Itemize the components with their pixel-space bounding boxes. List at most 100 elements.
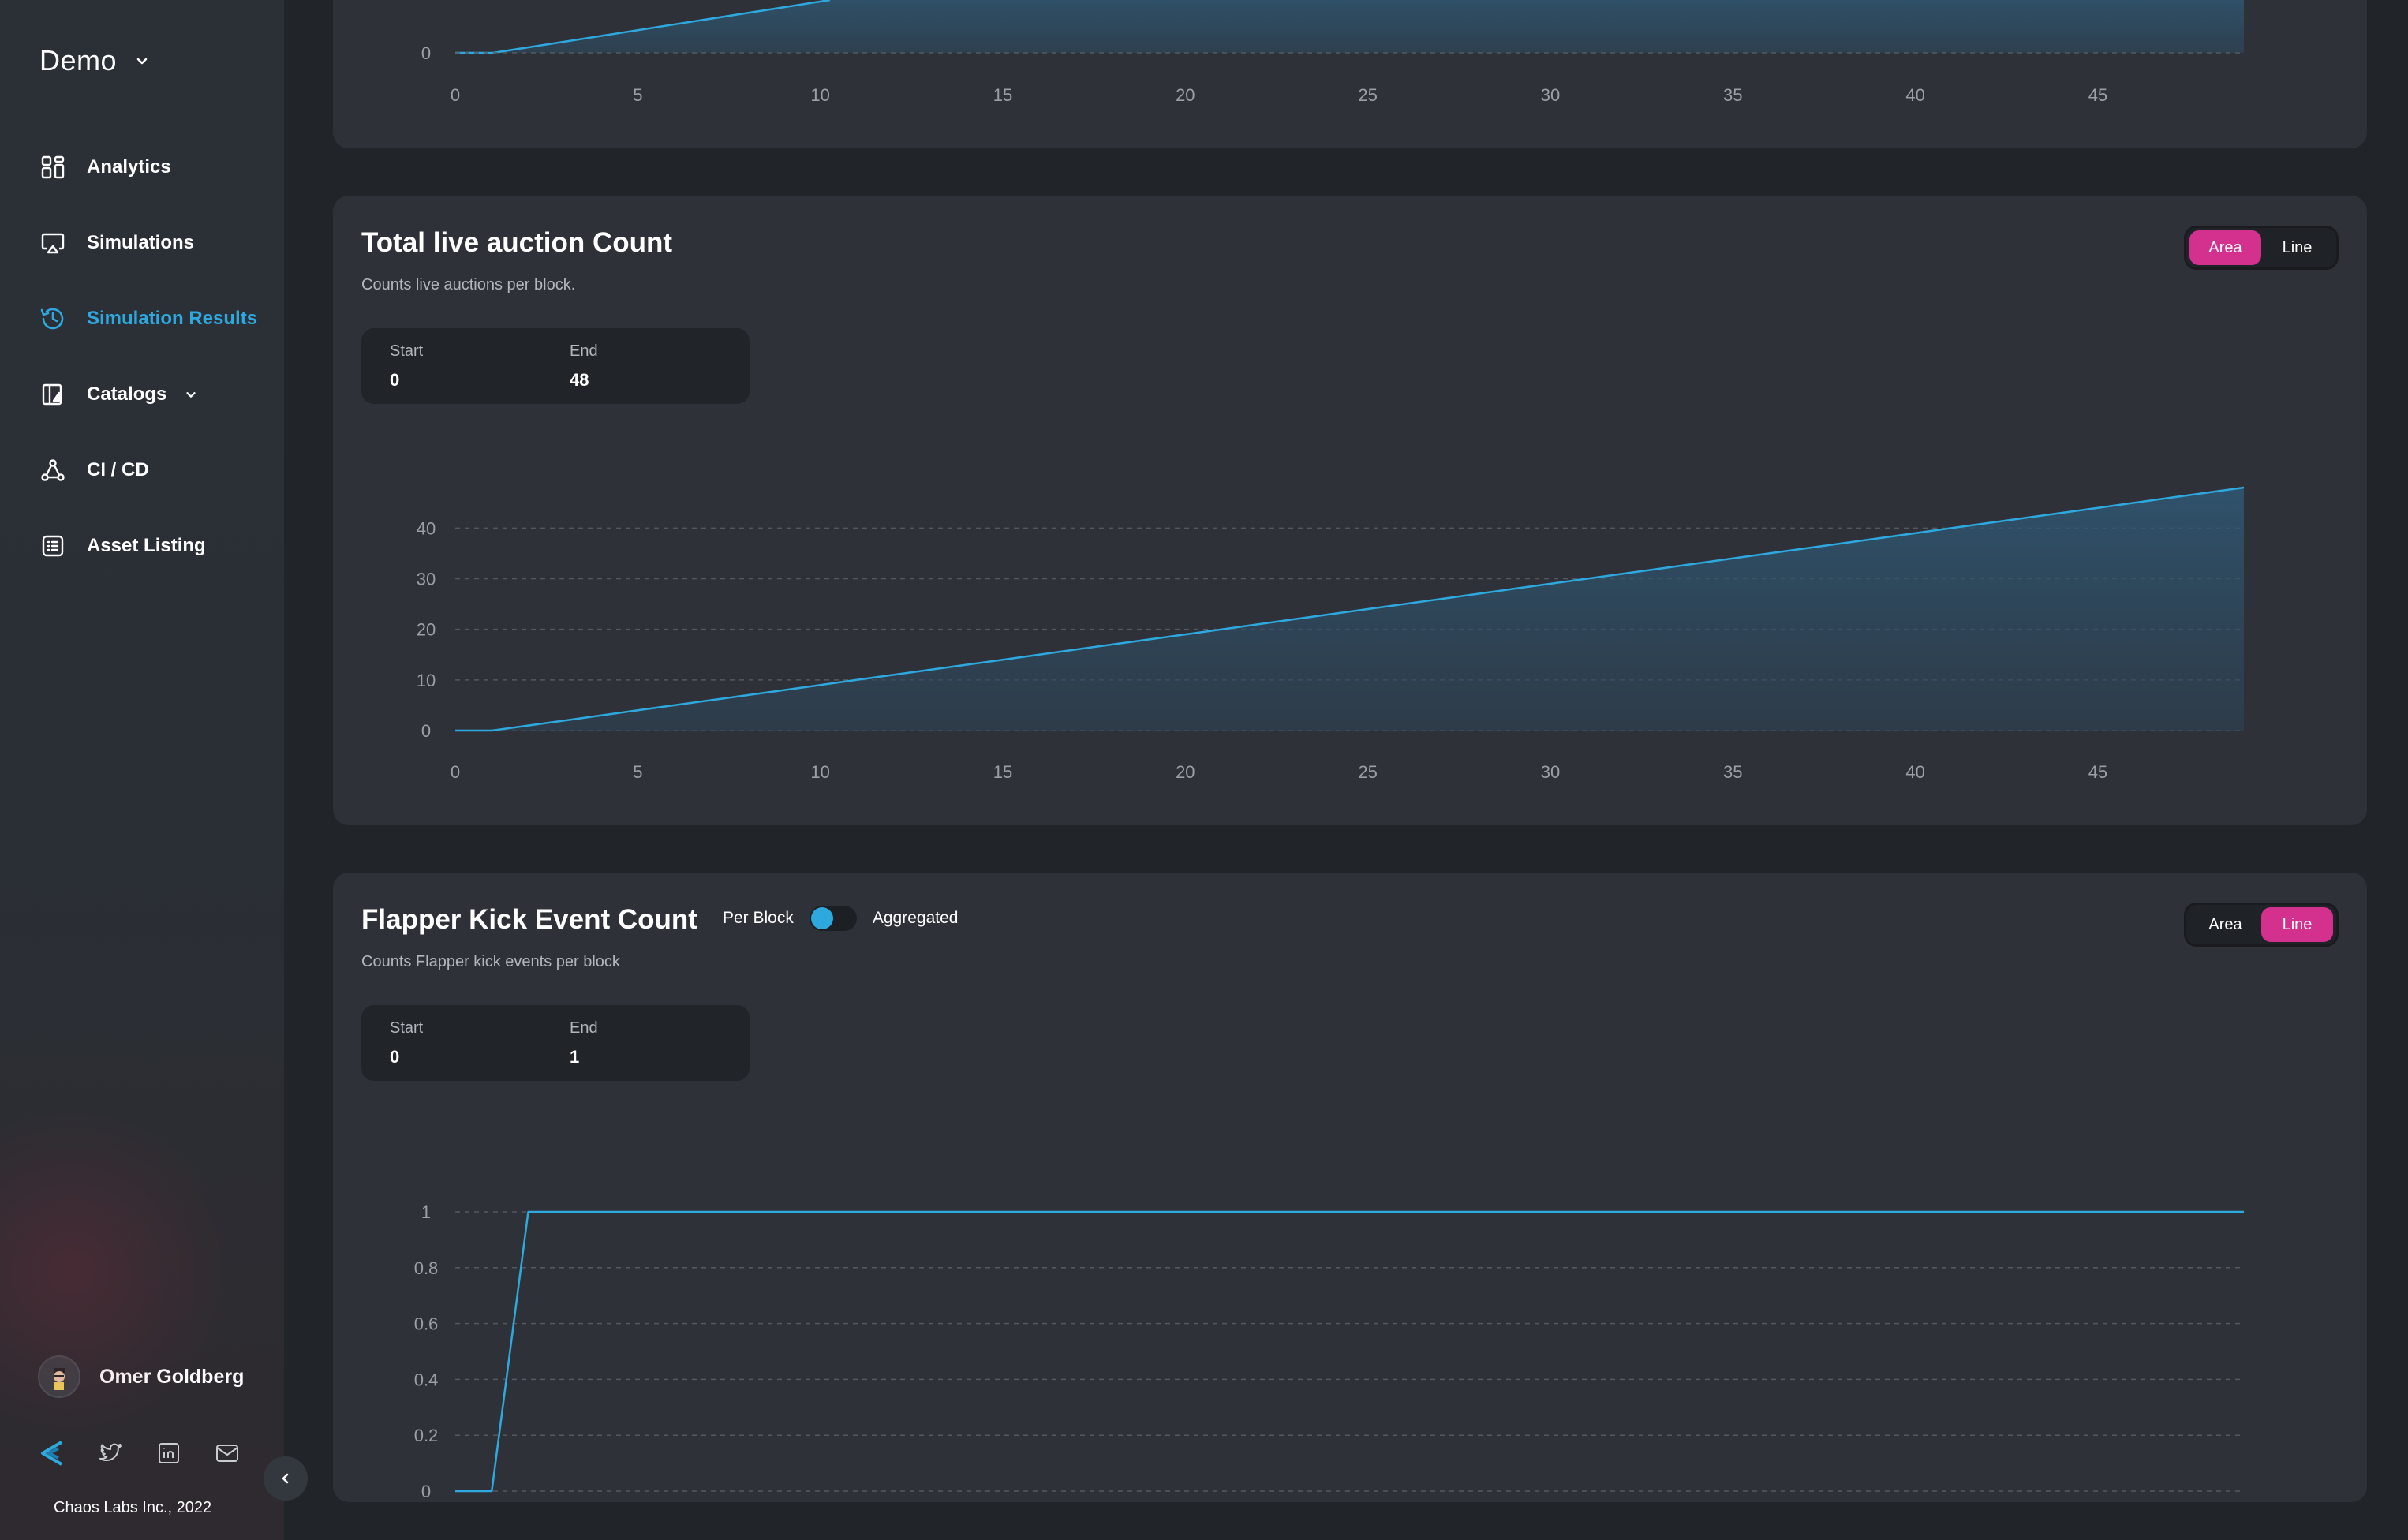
list-table-icon: [39, 533, 66, 559]
sidebar-item-asset-listing[interactable]: Asset Listing: [39, 527, 276, 565]
range-summary: Start 0 End 1: [361, 1005, 750, 1081]
sidebar-item-label: Analytics: [87, 156, 171, 178]
x-tick-label: 30: [1541, 85, 1560, 105]
switch-knob: [810, 907, 833, 929]
partial-area-fill: [455, 0, 2244, 53]
mail-icon[interactable]: [213, 1439, 241, 1467]
sidebar-item-label: Simulation Results: [87, 308, 258, 329]
x-tick-label: 30: [1541, 762, 1560, 782]
y-tick-label: 20: [417, 620, 436, 640]
aggregation-switch[interactable]: [809, 906, 857, 931]
chart-card-partial: 0 0 5 10 15 20 25 30 35 40 45: [333, 0, 2367, 148]
y-tick-label: 0: [421, 721, 431, 741]
y-tick-label: 1: [421, 1202, 431, 1222]
card-subtitle: Counts live auctions per block.: [361, 276, 576, 293]
avatar: [38, 1355, 80, 1398]
y-tick-label: 0: [421, 43, 431, 63]
sidebar: Demo Analytics Simulations Simulation Re…: [0, 0, 284, 1540]
sidebar-item-label: Asset Listing: [87, 535, 206, 556]
x-tick-label: 45: [2088, 762, 2107, 782]
live-auction-chart: 0 10 20 30 40 0 5 10 15 20 25 30 35 40 45: [417, 486, 2245, 782]
x-tick-label: 45: [2088, 85, 2107, 105]
screen-cast-icon: [39, 230, 66, 256]
series-area-fill: [455, 488, 2244, 731]
series-line: [455, 486, 2245, 732]
x-tick-label: 35: [1723, 85, 1742, 105]
sidebar-item-label: Catalogs: [87, 383, 167, 405]
copyright-text: Chaos Labs Inc., 2022: [54, 1499, 212, 1516]
x-tick-label: 40: [1905, 762, 1924, 782]
sidebar-item-ci-cd[interactable]: CI / CD: [39, 451, 276, 489]
chart-type-toggle: Area Line: [2184, 903, 2339, 947]
series-line: [455, 1210, 2244, 1493]
range-summary: Start 0 End 48: [361, 328, 750, 404]
chaos-labs-logo-icon[interactable]: [38, 1439, 66, 1467]
social-links: [38, 1439, 241, 1467]
y-tick-label: 0: [421, 1482, 431, 1497]
linkedin-icon[interactable]: [155, 1439, 183, 1467]
sidebar-item-simulations[interactable]: Simulations: [39, 224, 276, 262]
collapse-sidebar-button[interactable]: [264, 1456, 308, 1501]
card-title: Flapper Kick Event Count: [361, 904, 697, 935]
card-subtitle: Counts Flapper kick events per block: [361, 953, 620, 970]
chart-card-live-auction: Total live auction Count Counts live auc…: [333, 196, 2367, 825]
card-title: Total live auction Count: [361, 227, 673, 258]
x-tick-label: 35: [1723, 762, 1742, 782]
x-tick-label: 5: [633, 762, 642, 782]
user-profile[interactable]: Omer Goldberg: [38, 1355, 244, 1398]
sidebar-item-catalogs[interactable]: Catalogs: [39, 376, 276, 413]
history-icon: [39, 305, 66, 332]
aggregation-toggle: Per Block Aggregated: [723, 906, 958, 931]
range-end: End 1: [570, 1019, 598, 1067]
sidebar-item-label: CI / CD: [87, 459, 149, 480]
x-tick-label: 15: [993, 762, 1012, 782]
range-end-label: End: [570, 1019, 598, 1037]
y-tick-label: 30: [417, 570, 436, 589]
y-tick-label: 0.6: [414, 1314, 439, 1334]
area-toggle-button[interactable]: Area: [2208, 915, 2242, 933]
x-tick-label: 15: [993, 85, 1012, 105]
sidebar-item-analytics[interactable]: Analytics: [39, 148, 276, 186]
x-tick-label: 20: [1176, 762, 1195, 782]
range-start-label: Start: [390, 1019, 424, 1037]
twitter-icon[interactable]: [96, 1439, 125, 1467]
sidebar-nav: Analytics Simulations Simulation Results…: [39, 148, 276, 603]
x-tick-label: 0: [451, 85, 460, 105]
sidebar-item-label: Simulations: [87, 232, 195, 253]
range-start: Start 0: [390, 342, 423, 391]
x-tick-label: 5: [633, 85, 642, 105]
range-start-value: 0: [390, 1047, 400, 1067]
area-toggle-button[interactable]: Area: [2189, 230, 2261, 265]
sidebar-item-simulation-results[interactable]: Simulation Results: [39, 300, 276, 338]
per-block-label: Per Block: [723, 909, 794, 927]
x-tick-label: 40: [1905, 85, 1924, 105]
x-tick-label: 25: [1358, 85, 1377, 105]
y-tick-label: 10: [417, 671, 436, 690]
chart-type-toggle: Area Line: [2184, 226, 2339, 270]
y-tick-label: 0.4: [414, 1370, 439, 1389]
y-tick-label: 40: [417, 518, 436, 538]
workspace-switcher[interactable]: Demo: [39, 44, 150, 77]
catalog-book-icon: [39, 381, 66, 408]
x-tick-label: 10: [810, 762, 829, 782]
x-tick-label: 0: [451, 762, 460, 782]
y-tick-label: 0.8: [414, 1258, 439, 1278]
workspace-name: Demo: [39, 44, 118, 77]
user-name: Omer Goldberg: [99, 1365, 245, 1388]
range-end-value: 1: [570, 1047, 580, 1067]
chevron-down-icon: [136, 58, 148, 65]
x-tick-label: 20: [1176, 85, 1195, 105]
chevron-left-icon: [282, 1473, 289, 1484]
line-toggle-button[interactable]: Line: [2261, 907, 2333, 942]
range-start-label: Start: [390, 342, 424, 360]
range-end-value: 48: [570, 370, 589, 390]
range-start-value: 0: [390, 370, 400, 390]
line-toggle-button[interactable]: Line: [2282, 238, 2313, 256]
y-tick-label: 0.2: [414, 1426, 439, 1445]
partial-chart: 0 0 5 10 15 20 25 30 35 40 45: [421, 0, 2244, 105]
chart-card-flapper-kick: Flapper Kick Event Count Per Block Aggre…: [333, 873, 2367, 1502]
range-start: Start 0: [390, 1019, 423, 1067]
range-end-label: End: [570, 342, 598, 360]
x-tick-label: 25: [1358, 762, 1377, 782]
range-end: End 48: [570, 342, 598, 391]
